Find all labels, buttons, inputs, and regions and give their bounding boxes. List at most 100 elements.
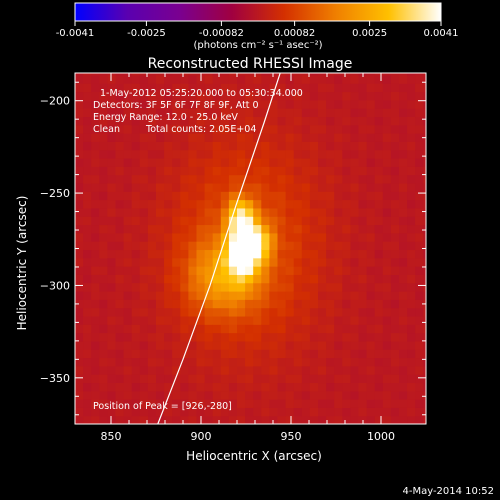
heatmap-cell	[277, 157, 287, 167]
heatmap-cell	[188, 299, 198, 309]
heatmap-cell	[107, 174, 117, 184]
heatmap-cell	[407, 257, 416, 267]
heatmap-cell	[358, 133, 368, 142]
heatmap-cell	[220, 415, 230, 424]
heatmap-cell	[423, 399, 426, 408]
heatmap-cell	[156, 249, 165, 259]
heatmap-cell	[382, 357, 392, 367]
heatmap-cell	[382, 332, 392, 342]
heatmap-cell	[269, 166, 279, 176]
heatmap-cell	[245, 141, 254, 151]
heatmap-cell	[334, 315, 343, 325]
heatmap-cell	[245, 324, 254, 334]
heatmap-cell	[180, 407, 189, 417]
heatmap-cell	[204, 191, 214, 201]
footer-timestamp: 4-May-2014 10:52	[402, 486, 494, 497]
heatmap-cell	[293, 74, 303, 84]
heatmap-cell	[131, 133, 141, 142]
heatmap-cell	[139, 83, 149, 93]
heatmap-cell	[196, 266, 206, 275]
heatmap-cell	[139, 324, 149, 334]
heatmap-cell	[212, 415, 222, 424]
heatmap-cell	[390, 149, 400, 159]
heatmap-cell	[309, 241, 319, 251]
heatmap-cell	[139, 116, 149, 126]
heatmap-cell	[318, 91, 327, 101]
heatmap-cell	[415, 124, 424, 134]
heatmap-cell	[228, 332, 238, 342]
heatmap-cell	[407, 216, 416, 226]
heatmap-cell	[423, 249, 426, 259]
heatmap-cell	[390, 124, 400, 134]
heatmap-cell	[285, 174, 295, 184]
heatmap-cell	[180, 274, 189, 284]
heatmap-cell	[285, 307, 295, 317]
heatmap-cell	[399, 382, 408, 392]
heatmap-cell	[366, 124, 376, 134]
heatmap-cell	[334, 274, 343, 284]
heatmap-cell	[83, 274, 92, 284]
heatmap-cell	[91, 257, 100, 267]
heatmap-cell	[366, 73, 376, 76]
heatmap-cell	[269, 299, 279, 309]
heatmap-cell	[277, 315, 287, 325]
heatmap-cell	[204, 357, 214, 367]
heatmap-cell	[261, 357, 270, 367]
heatmap-cell	[269, 191, 279, 201]
heatmap-cell	[75, 174, 84, 184]
heatmap-cell	[91, 99, 100, 109]
heatmap-cell	[399, 141, 408, 151]
heatmap-cell	[366, 390, 376, 400]
heatmap-cell	[269, 83, 279, 93]
heatmap-cell	[261, 266, 270, 275]
heatmap-cell	[358, 299, 368, 309]
heatmap-cell	[107, 91, 117, 101]
heatmap-cell	[407, 390, 416, 400]
heatmap-cell	[326, 399, 335, 408]
heatmap-cell	[188, 133, 198, 142]
heatmap-cell	[204, 257, 214, 267]
heatmap-cell	[350, 299, 360, 309]
heatmap-cell	[423, 224, 426, 234]
heatmap-cell	[374, 357, 384, 367]
heatmap-cell	[147, 349, 157, 359]
heatmap-cell	[188, 249, 198, 259]
heatmap-cell	[253, 241, 262, 251]
heatmap-cell	[293, 191, 303, 201]
heatmap-cell	[131, 257, 141, 267]
heatmap-cell	[147, 232, 157, 242]
heatmap-cell	[220, 191, 230, 201]
heatmap-cell	[407, 324, 416, 334]
heatmap-cell	[318, 332, 327, 342]
heatmap-cell	[245, 274, 254, 284]
heatmap-cell	[107, 349, 117, 359]
heatmap-cell	[399, 332, 408, 342]
heatmap-cell	[415, 116, 424, 126]
heatmap-cell	[115, 274, 125, 284]
heatmap-cell	[382, 207, 392, 217]
heatmap-cell	[399, 74, 408, 84]
heatmap-cell	[196, 91, 206, 101]
heatmap-cell	[156, 232, 165, 242]
heatmap-cell	[212, 99, 222, 109]
heatmap-cell	[172, 149, 181, 159]
colorbar-ticks: -0.0041 -0.0025 -0.00082 0.00082 0.0025 0.004…	[56, 21, 459, 39]
heatmap-cell	[107, 357, 117, 367]
heatmap-cell	[253, 91, 262, 101]
heatmap-cell	[147, 282, 157, 292]
heatmap-cell	[253, 399, 262, 408]
heatmap-cell	[374, 290, 384, 300]
heatmap-cell	[107, 266, 117, 275]
heatmap-cell	[123, 290, 133, 300]
heatmap-cell	[253, 232, 262, 242]
heatmap-cell	[261, 232, 270, 242]
heatmap-cell	[204, 73, 214, 76]
colorbar-gradient	[74, 2, 442, 22]
heatmap-cell	[188, 232, 198, 242]
heatmap-cell	[342, 191, 351, 201]
heatmap-cell	[107, 133, 117, 142]
heatmap-cell	[131, 207, 141, 217]
heatmap-cell	[83, 307, 92, 317]
heatmap-cell	[188, 365, 198, 375]
heatmap-cell	[301, 290, 311, 300]
